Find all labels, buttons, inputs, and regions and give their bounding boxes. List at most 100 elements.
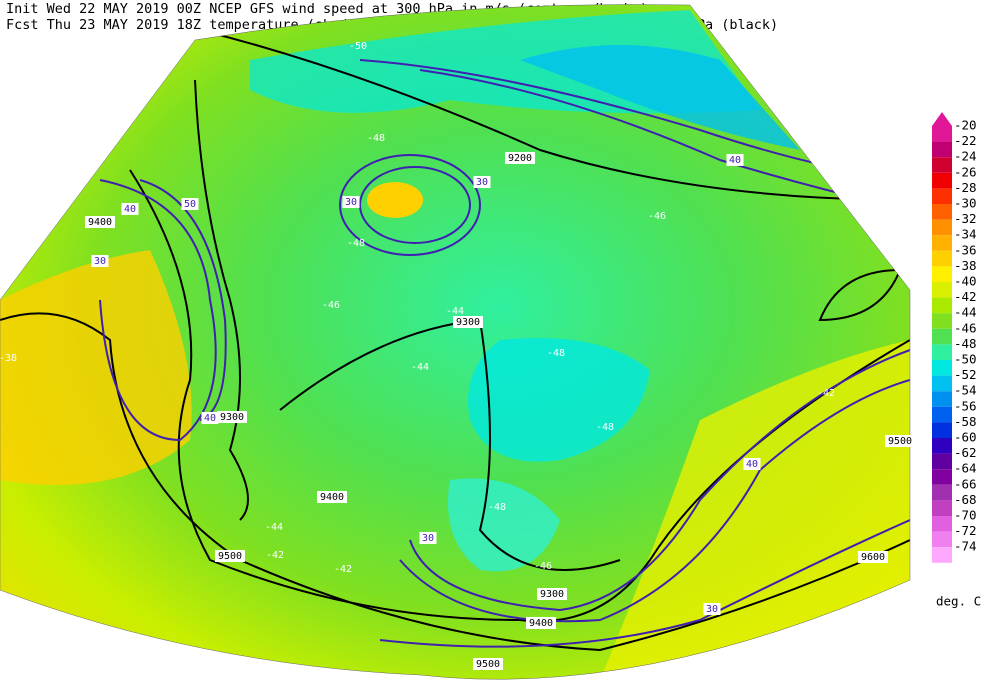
colorbar-swatch <box>932 516 952 532</box>
wind-label: 40 <box>746 459 758 470</box>
temperature-label: -44 <box>411 362 429 373</box>
colorbar-swatch <box>932 469 952 485</box>
height-label: 9400 <box>320 492 344 503</box>
label-bg <box>181 198 199 210</box>
colorbar-swatch <box>932 531 952 548</box>
wind-label: 40 <box>204 413 216 424</box>
colorbar-swatch <box>932 438 952 454</box>
colorbar-label: -38 <box>954 258 977 273</box>
wind-label: 30 <box>706 604 718 615</box>
temperature-label: -46 <box>648 211 666 222</box>
colorbar-label: -66 <box>954 476 977 491</box>
label-bg <box>217 411 247 423</box>
warm-region <box>367 182 423 218</box>
label-bg <box>201 412 219 424</box>
colorbar-swatch <box>932 547 952 563</box>
colorbar-swatch <box>932 250 952 267</box>
label-bg <box>743 458 761 470</box>
colorbar-label: -48 <box>954 336 977 351</box>
temperature-label: -42 <box>334 564 352 575</box>
colorbar-swatch <box>932 484 952 501</box>
colorbar-label: -58 <box>954 414 977 429</box>
height-label: 9400 <box>88 217 112 228</box>
cold-region <box>448 478 560 572</box>
temperature-label: -48 <box>488 502 506 513</box>
colorbar-label: -32 <box>954 211 977 226</box>
temperature-label: -50 <box>349 41 367 52</box>
colorbar-label: -44 <box>954 305 977 320</box>
height-label: 9200 <box>508 153 532 164</box>
warm-region <box>0 250 192 485</box>
height-label: 9500 <box>888 436 912 447</box>
colorbar-label: -62 <box>954 445 977 460</box>
colorbar-label: -56 <box>954 398 977 413</box>
colorbar-swatch <box>932 126 952 142</box>
label-bg <box>473 658 503 670</box>
colorbar-swatch <box>932 328 952 345</box>
wind-label: 40 <box>124 204 136 215</box>
height-label: 9300 <box>220 412 244 423</box>
colorbar-swatch <box>932 204 952 220</box>
colorbar-label: -40 <box>954 274 977 289</box>
colorbar-label: -22 <box>954 133 977 148</box>
colorbar-swatch <box>932 422 952 438</box>
colorbar-label: -74 <box>954 539 977 554</box>
height-label: 9600 <box>861 552 885 563</box>
label-bg <box>726 154 744 166</box>
colorbar-swatch <box>932 391 952 407</box>
label-bg <box>215 550 245 562</box>
colorbar-label: -34 <box>954 227 977 242</box>
colorbar-label: -64 <box>954 461 977 476</box>
colorbar-unit: deg. C <box>936 594 981 609</box>
label-bg <box>473 176 491 188</box>
colorbar-label: -20 <box>954 118 977 133</box>
map-labels: 9200 9300 9300 9400 9400 9500 9500 9500 9600 9300… <box>0 41 915 670</box>
temperature-label: -48 <box>596 422 614 433</box>
colorbar-label: -70 <box>954 508 977 523</box>
height-label: 9500 <box>218 551 242 562</box>
label-bg <box>91 255 109 267</box>
label-bg <box>526 617 556 629</box>
label-bg <box>121 203 139 215</box>
label-bg <box>885 435 915 447</box>
colorbar-swatch <box>932 157 952 173</box>
temperature-label: -38 <box>0 353 17 364</box>
label-bg <box>858 551 888 563</box>
wind-label: 50 <box>184 199 196 210</box>
label-bg <box>453 316 483 328</box>
colorbar-label: -54 <box>954 383 977 398</box>
map <box>0 4 910 680</box>
label-bg <box>342 196 360 208</box>
label-bg <box>703 603 721 615</box>
height-label: 9300 <box>456 317 480 328</box>
height-label: 9300 <box>540 589 564 600</box>
colorbar-label: -52 <box>954 367 977 382</box>
colorbar-label: -26 <box>954 164 977 179</box>
temperature-label: -44 <box>446 306 464 317</box>
wind-label: 30 <box>345 197 357 208</box>
colorbar-label: -50 <box>954 352 977 367</box>
label-bg <box>85 216 115 228</box>
map-border <box>0 4 911 680</box>
temperature-label: -48 <box>347 238 365 249</box>
colorbar-label: -46 <box>954 320 977 335</box>
colorbar-label: -36 <box>954 242 977 257</box>
colorbar-label: -68 <box>954 492 977 507</box>
colorbar-swatch <box>932 453 952 470</box>
colorbar-swatch <box>932 219 952 236</box>
warm-region <box>600 340 910 680</box>
label-bg <box>317 491 347 503</box>
wind-label: 30 <box>422 533 434 544</box>
wind-label: 30 <box>94 256 106 267</box>
colorbar-swatch <box>932 375 952 392</box>
colorbar-arrow <box>932 112 952 126</box>
cold-region <box>468 338 650 462</box>
colorbar-label: -72 <box>954 523 977 538</box>
colorbar-swatch <box>932 313 952 329</box>
colorbar-swatch <box>932 360 952 376</box>
colorbar-label: -30 <box>954 196 977 211</box>
colorbar-label: -42 <box>954 289 977 304</box>
colorbar-label: -60 <box>954 430 977 445</box>
colorbar-label: -24 <box>954 149 977 164</box>
temperature-label: -42 <box>266 550 284 561</box>
